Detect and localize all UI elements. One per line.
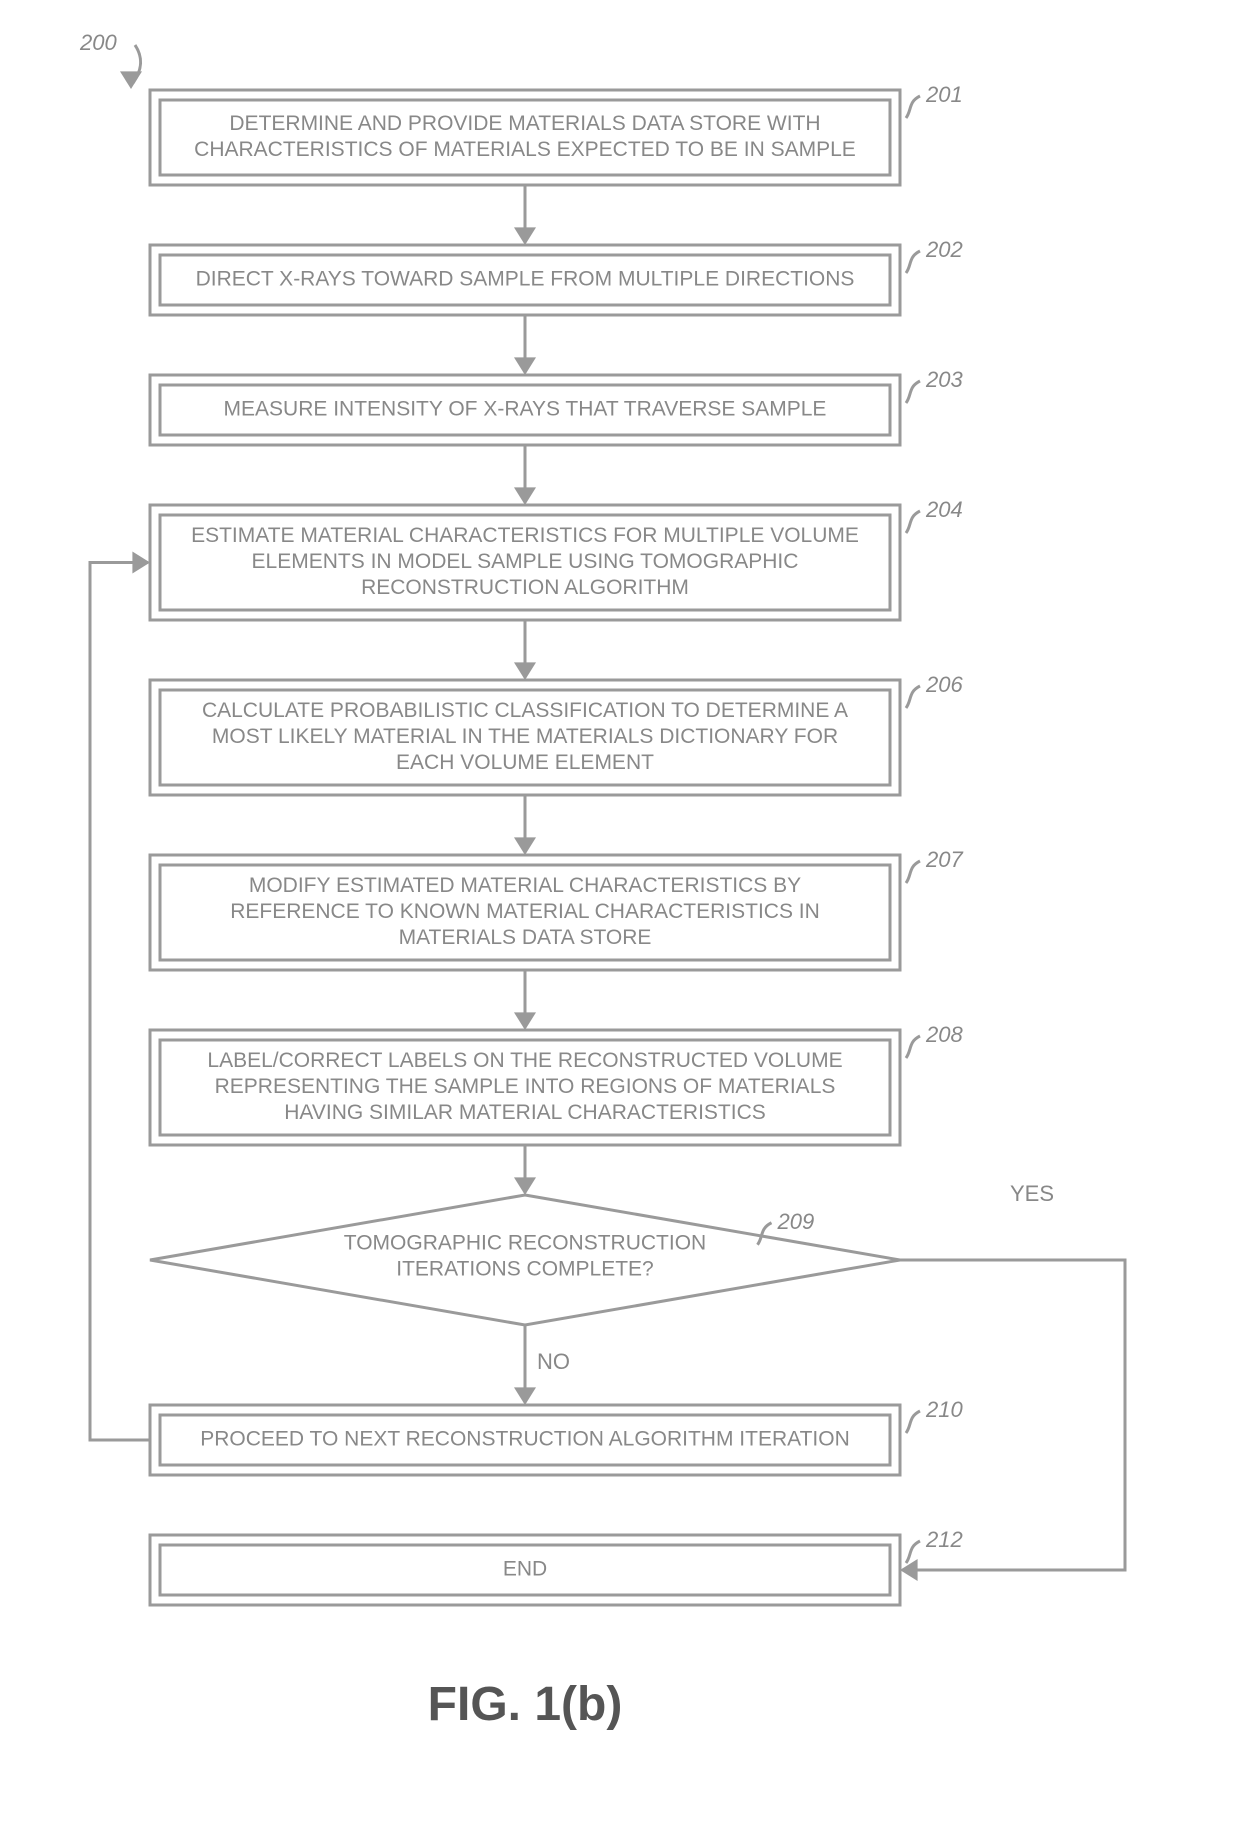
arrowhead [514, 1177, 536, 1195]
ref-number: 206 [925, 672, 963, 697]
step-text-line: DETERMINE AND PROVIDE MATERIALS DATA STO… [229, 112, 820, 135]
step-text-line: CHARACTERISTICS OF MATERIALS EXPECTED TO… [194, 138, 856, 161]
step-text-line: HAVING SIMILAR MATERIAL CHARACTERISTICS [284, 1101, 766, 1124]
step-text-line: ITERATIONS COMPLETE? [396, 1258, 654, 1281]
arrowhead [514, 357, 536, 375]
step-text-line: END [503, 1558, 547, 1581]
step-text-line: EACH VOLUME ELEMENT [396, 751, 654, 774]
arrowhead [514, 837, 536, 855]
ref-number: 212 [925, 1527, 963, 1552]
arrowhead [514, 1012, 536, 1030]
ref-hook [906, 251, 920, 273]
ref-hook [906, 861, 920, 883]
ref-hook [906, 1036, 920, 1058]
ref-hook [906, 96, 920, 118]
ref-number: 207 [925, 847, 963, 872]
ref-number: 204 [925, 497, 963, 522]
step-text-line: CALCULATE PROBABILISTIC CLASSIFICATION T… [202, 699, 848, 722]
loop-left-edge [90, 563, 150, 1441]
diagram-ref: 200 [79, 30, 117, 55]
ref-number: 208 [925, 1022, 963, 1047]
decision-no-label: NO [537, 1349, 570, 1374]
step-text-line: ELEMENTS IN MODEL SAMPLE USING TOMOGRAPH… [252, 550, 799, 573]
ref-hook [906, 381, 920, 403]
figure-label: FIG. 1(b) [428, 1678, 623, 1731]
arrowhead [514, 662, 536, 680]
arrowhead [120, 71, 142, 89]
step-text-line: RECONSTRUCTION ALGORITHM [361, 576, 689, 599]
ref-number: 201 [925, 82, 963, 107]
step-text-line: REPRESENTING THE SAMPLE INTO REGIONS OF … [215, 1075, 836, 1098]
arrowhead [900, 1559, 918, 1581]
step-text-line: PROCEED TO NEXT RECONSTRUCTION ALGORITHM… [200, 1428, 850, 1451]
ref-number: 203 [925, 367, 963, 392]
ref-number: 202 [925, 237, 963, 262]
ref-hook [906, 511, 920, 533]
step-text-line: MOST LIKELY MATERIAL IN THE MATERIALS DI… [212, 725, 838, 748]
arrowhead [132, 552, 150, 574]
step-text-line: MEASURE INTENSITY OF X-RAYS THAT TRAVERS… [224, 398, 827, 421]
step-text-line: DIRECT X-RAYS TOWARD SAMPLE FROM MULTIPL… [196, 268, 855, 291]
ref-number: 209 [777, 1209, 815, 1234]
step-text-line: ESTIMATE MATERIAL CHARACTERISTICS FOR MU… [191, 524, 859, 547]
ref-number: 210 [925, 1397, 963, 1422]
step-text-line: MODIFY ESTIMATED MATERIAL CHARACTERISTIC… [249, 874, 801, 897]
step-text-line: TOMOGRAPHIC RECONSTRUCTION [344, 1232, 706, 1255]
ref-hook [906, 1541, 920, 1563]
step-text-line: LABEL/CORRECT LABELS ON THE RECONSTRUCTE… [207, 1049, 842, 1072]
step-text-line: REFERENCE TO KNOWN MATERIAL CHARACTERIST… [230, 900, 820, 923]
arrowhead [514, 227, 536, 245]
decision-yes-label: YES [1010, 1181, 1054, 1206]
arrowhead [514, 1387, 536, 1405]
arrowhead [514, 487, 536, 505]
step-text-line: MATERIALS DATA STORE [399, 926, 652, 949]
ref-hook [906, 686, 920, 708]
ref-hook [906, 1411, 920, 1433]
